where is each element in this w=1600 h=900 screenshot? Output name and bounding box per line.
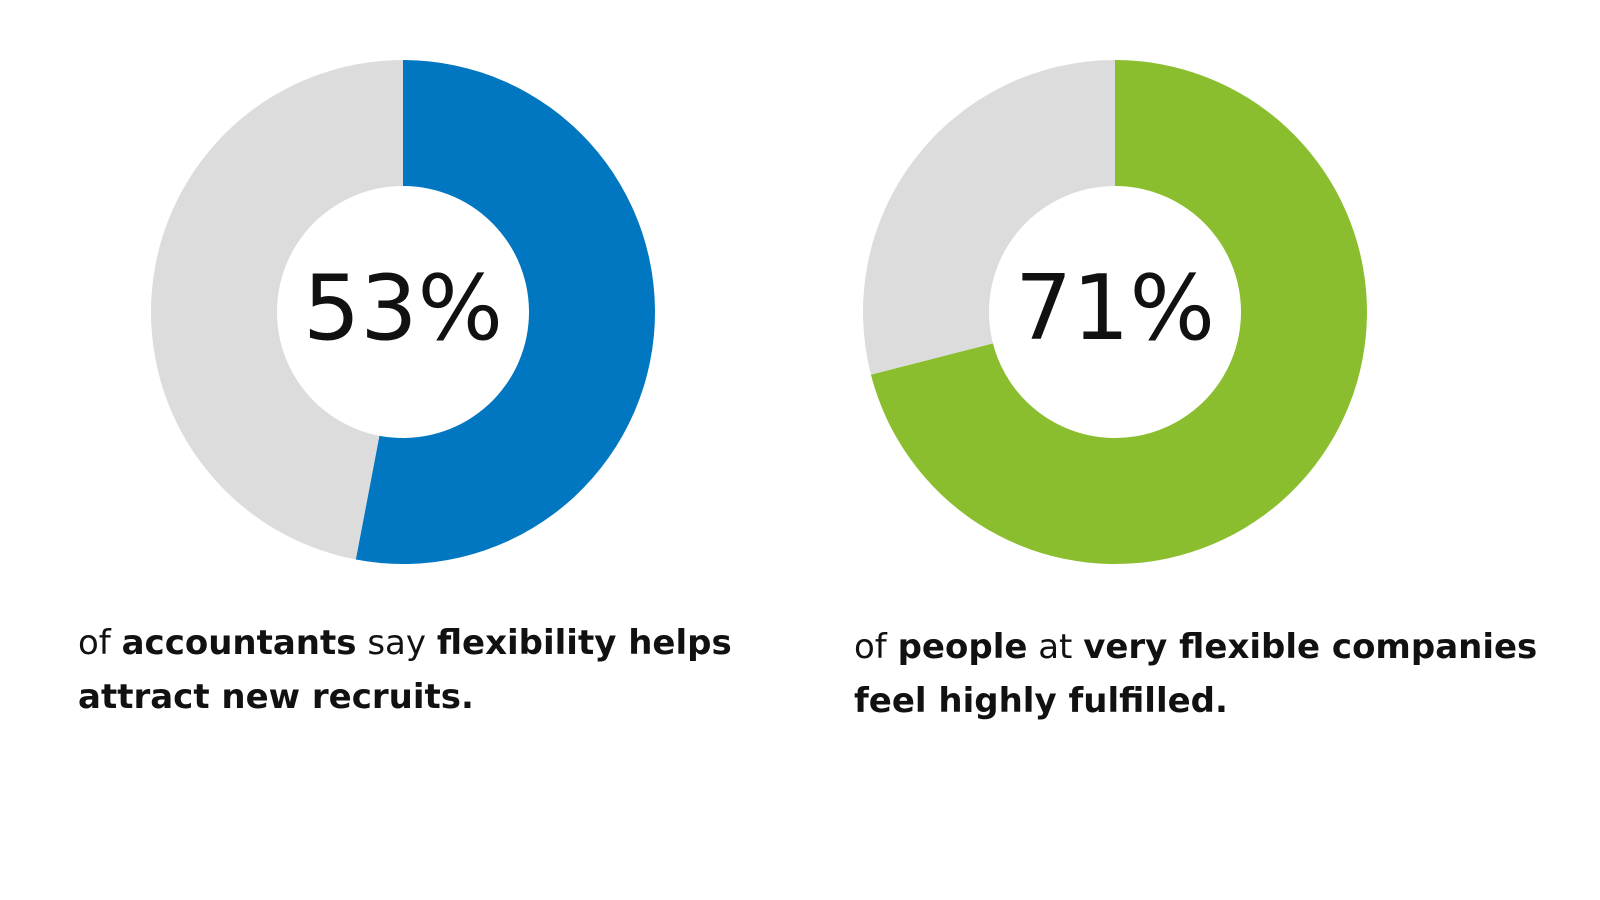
caption-flexible-companies: of people at very flexible companies fee… [854, 620, 1554, 728]
donut-slice-yes [355, 60, 655, 564]
caption-text: at [1027, 627, 1084, 667]
donut-chart-accountants: 53% [150, 60, 655, 564]
caption-emphasis: very flexible companies feel highly fulf… [854, 627, 1538, 721]
donut-center-label: 53% [303, 256, 503, 361]
donut-slice-other [150, 60, 403, 560]
donut-chart-flexible-companies: 71% [863, 60, 1367, 564]
caption-emphasis: accountants [121, 623, 357, 663]
donut-center-label: 71% [1015, 256, 1215, 361]
donut-slices [863, 60, 1367, 564]
caption-emphasis: people [897, 627, 1028, 667]
donut-slice-other [863, 60, 1115, 375]
caption-text: say [356, 623, 437, 663]
caption-accountants: of accountants say flexibility helps att… [78, 616, 778, 724]
caption-emphasis: flexibility helps attract new recruits. [78, 623, 732, 717]
caption-text: of [854, 627, 898, 667]
donut-slices [150, 60, 655, 564]
donut-slice-yes [870, 60, 1367, 564]
caption-text: of [78, 623, 122, 663]
